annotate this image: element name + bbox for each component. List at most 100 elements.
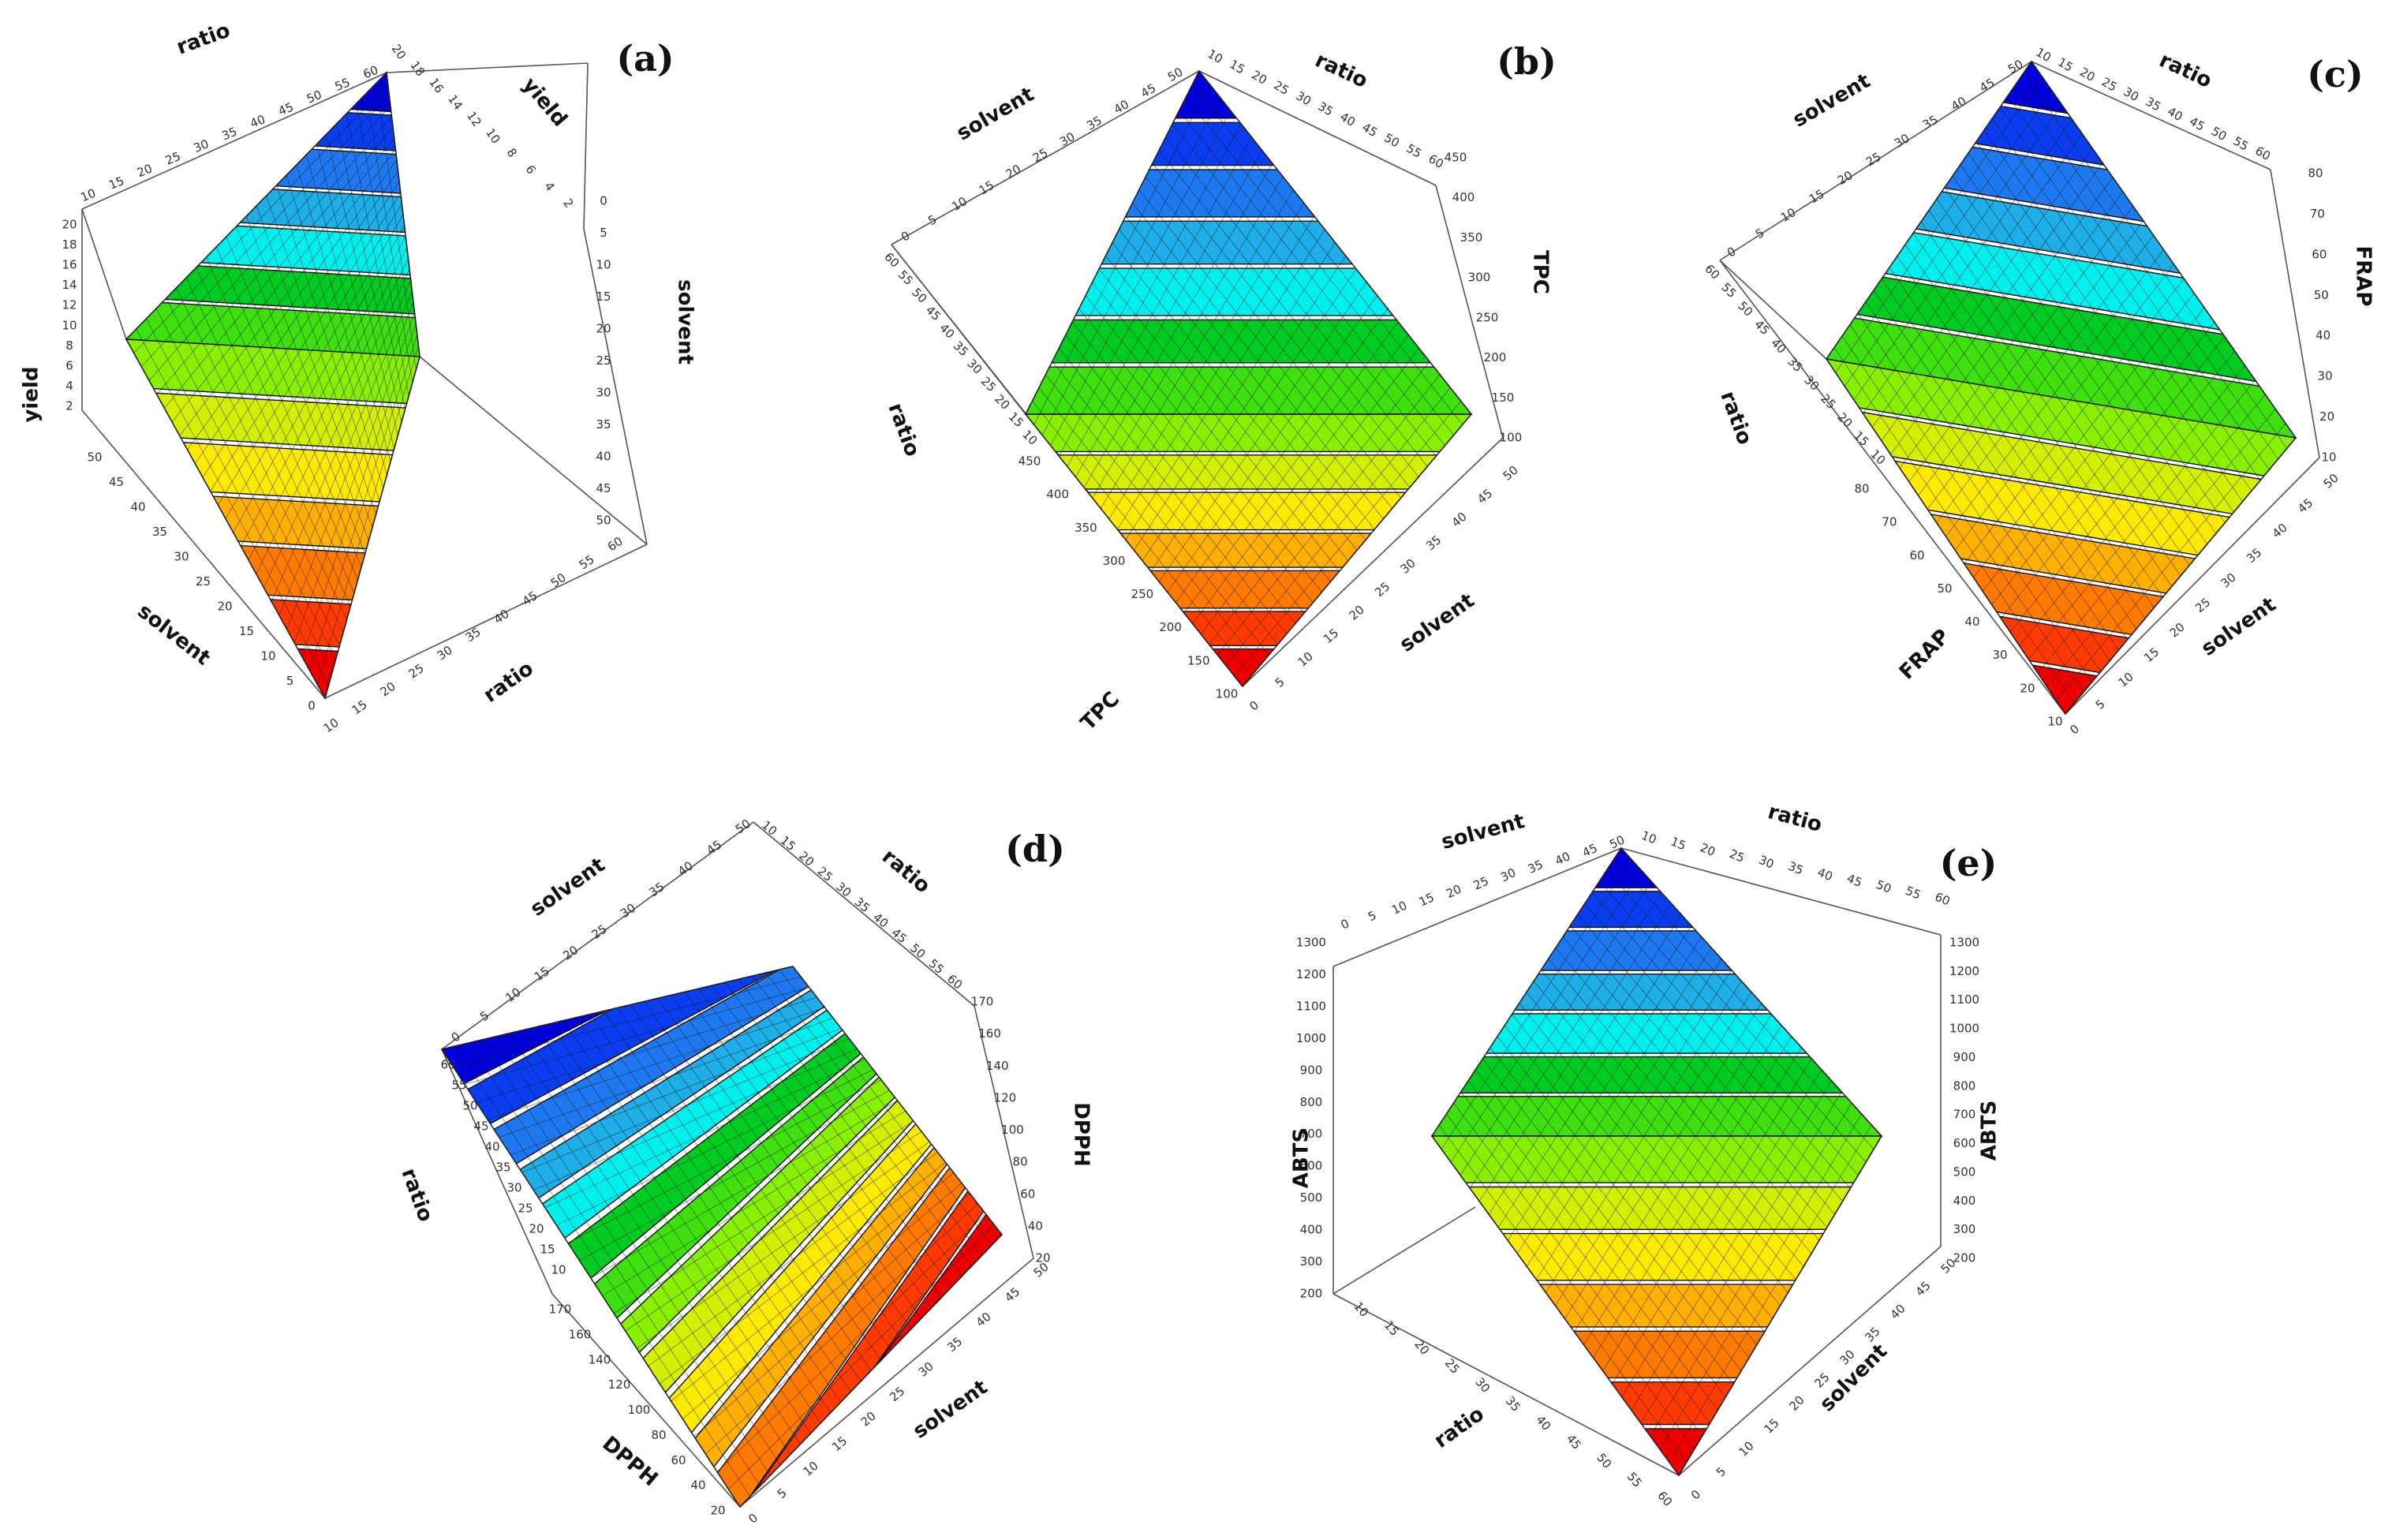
tick-label: 45: [473, 1119, 488, 1134]
tick-label: 35: [152, 525, 167, 539]
tick-label: 50: [596, 514, 611, 528]
tick-label: 35: [596, 417, 611, 432]
tick-label: 800: [1953, 1078, 1976, 1093]
mesh-line: [728, 1224, 995, 1490]
tick-label: 55: [451, 1078, 466, 1093]
box-edge: [1678, 1246, 1942, 1476]
mesh-line: [1098, 268, 1340, 572]
mesh-line: [659, 1162, 946, 1385]
mesh-line: [1209, 361, 1430, 645]
tick-label: 10: [1351, 1299, 1371, 1320]
tick-label: 60: [1933, 890, 1952, 909]
tick-label: 14: [62, 278, 77, 292]
tick-label: 20: [1347, 603, 1367, 623]
tick-label: 5: [775, 1486, 790, 1501]
tick-label: 60: [1702, 262, 1722, 282]
mesh-line: [1032, 401, 1252, 676]
tick-label: 40: [1533, 1413, 1553, 1433]
tick-label: 140: [986, 1059, 1009, 1073]
tick-label: 15: [540, 1243, 555, 1257]
mesh-line: [309, 335, 418, 671]
mesh-line: [648, 1152, 938, 1366]
surface-outline: [125, 71, 420, 700]
box-edge: [81, 72, 387, 210]
mesh-line: [671, 1172, 955, 1402]
mesh-line: [1593, 1036, 1792, 1359]
tick-label: 60: [2252, 144, 2273, 163]
tick-label: 15: [2055, 54, 2076, 74]
tick-label: 200: [1484, 350, 1507, 364]
mesh-line: [233, 225, 405, 533]
axis-title: TPC: [1529, 250, 1553, 294]
mesh-line: [1234, 401, 1462, 676]
tick-label: 25: [2192, 595, 2213, 615]
tick-label: 40: [484, 1140, 499, 1154]
tick-label: 50: [1874, 877, 1893, 896]
mesh-line: [1071, 321, 1305, 614]
panel-label: (b): [1497, 40, 1557, 83]
tick-label: 5: [1714, 1464, 1729, 1479]
tick-label: 300: [1953, 1222, 1976, 1236]
box-edge: [441, 1048, 553, 1295]
tick-label: 25: [1728, 847, 1747, 865]
mesh-line: [1849, 324, 2093, 682]
tick-label: 40: [1888, 1302, 1908, 1322]
mesh-line: [1564, 1003, 1762, 1319]
mesh-line: [1841, 335, 2084, 693]
tick-label: 300: [1300, 1254, 1323, 1269]
tick-label: 60: [1909, 548, 1924, 563]
tick-label: 140: [589, 1352, 611, 1366]
mesh-line: [1482, 1058, 1734, 1385]
tick-label: 60: [2312, 247, 2327, 261]
tick-label: 10: [321, 716, 342, 736]
mesh-line: [2028, 379, 2256, 660]
tick-label: 900: [1953, 1050, 1976, 1064]
mesh-line: [1475, 1069, 1726, 1398]
tick-label: 300: [1103, 554, 1126, 568]
mesh-line: [2056, 423, 2286, 701]
mesh-line: [248, 247, 408, 561]
tick-label: 8: [504, 146, 520, 160]
mesh-line: [136, 328, 329, 686]
tick-label: 600: [1300, 1159, 1323, 1173]
tick-label: 60: [671, 1453, 686, 1467]
mesh-line: [779, 969, 992, 1246]
mesh-line: [1105, 255, 1349, 562]
tick-label: 25: [1030, 145, 1051, 165]
tick-label: 45: [1580, 841, 1600, 860]
tick-label: 60: [361, 63, 380, 82]
axis-title: yield: [20, 366, 43, 422]
axis-title: ABTS: [1978, 1101, 2001, 1161]
tick-label: 30: [1472, 1375, 1493, 1396]
tick-label: 40: [675, 858, 696, 879]
mesh-line: [1991, 321, 2215, 605]
mesh-line: [1150, 268, 1357, 572]
mesh-line: [1200, 348, 1419, 634]
axis-title: TPC: [1076, 687, 1124, 735]
tick-label: 45: [1913, 1279, 1934, 1299]
tick-label: 30: [916, 1359, 936, 1380]
mesh-line: [590, 1100, 898, 1279]
tick-label: 500: [1300, 1191, 1323, 1205]
tick-label: 30: [596, 386, 611, 400]
tick-label: 70: [2310, 207, 2325, 221]
tick-label: 450: [1018, 454, 1041, 469]
mesh-line: [1912, 233, 2163, 598]
tick-label: 30: [1892, 131, 1912, 151]
tick-label: 200: [1953, 1251, 1976, 1265]
tick-label: 5: [1273, 675, 1288, 690]
axis-title: solvent: [953, 83, 1038, 146]
tick-label: 40: [1949, 94, 1969, 114]
tick-label: 55: [1624, 1470, 1645, 1490]
tick-label: 55: [2231, 133, 2252, 153]
mesh-line: [1065, 335, 1296, 624]
surface-band: [1568, 891, 1695, 929]
tick-label: 10: [1205, 47, 1225, 66]
axis-title: solvent: [1789, 69, 1874, 133]
tick-label: 10: [62, 318, 77, 332]
tick-label: 40: [2270, 521, 2290, 541]
box-edge: [419, 356, 648, 545]
tick-label: 40: [2315, 328, 2330, 342]
tick-label: 25: [596, 353, 611, 368]
tick-label: 10: [1639, 828, 1658, 847]
